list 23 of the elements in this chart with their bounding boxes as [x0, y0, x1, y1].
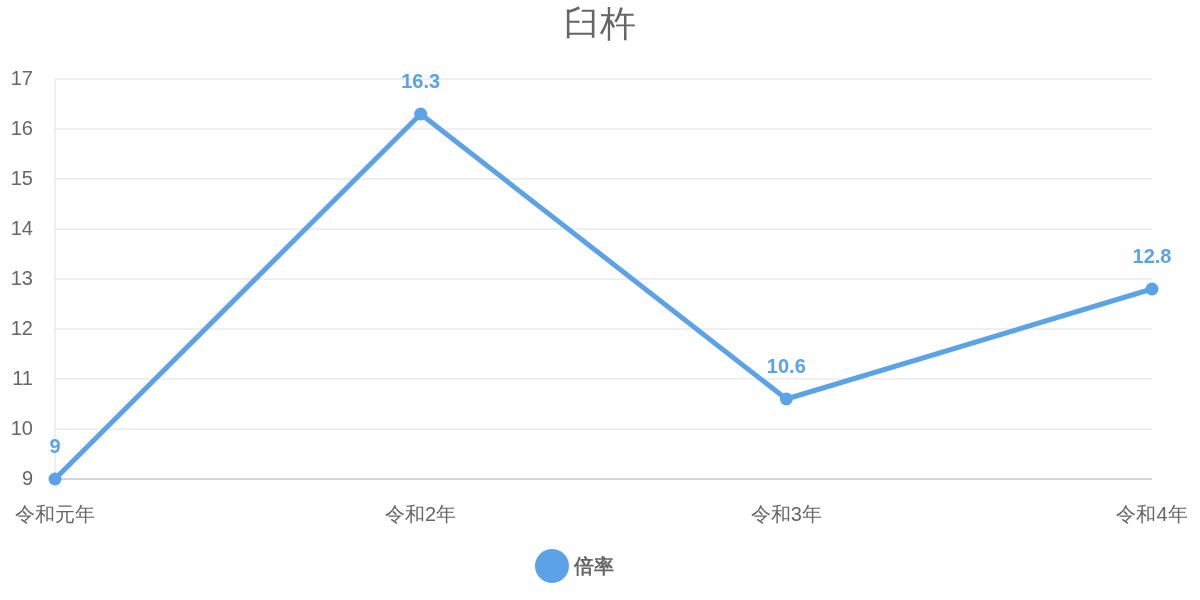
y-tick-label: 13: [10, 267, 33, 289]
y-tick-label: 11: [12, 367, 33, 389]
y-tick-label: 12: [10, 317, 33, 339]
point: [48, 472, 62, 486]
data-label: 16.3: [401, 70, 441, 92]
point: [779, 392, 793, 406]
data-label: 10.6: [766, 355, 806, 377]
y-tick-label: 16: [10, 117, 33, 139]
y-tick-label: 17: [10, 67, 33, 89]
y-tick-label: 15: [10, 167, 33, 189]
x-tick-label: 令和3年: [750, 503, 822, 525]
y-tick-label: 14: [10, 217, 33, 239]
point: [414, 107, 428, 121]
legend-label: 倍率: [573, 555, 614, 577]
y-tick-label: 9: [21, 467, 33, 489]
data-label: 12.8: [1132, 245, 1172, 267]
x-tick-label: 令和4年: [1116, 503, 1188, 525]
point: [1145, 282, 1159, 296]
x-tick-label: 令和2年: [385, 503, 457, 525]
y-tick-label: 10: [10, 417, 33, 439]
x-tick-label: 令和元年: [15, 503, 95, 525]
data-label: 9: [49, 435, 61, 457]
chart-title: 臼杵: [564, 3, 636, 44]
